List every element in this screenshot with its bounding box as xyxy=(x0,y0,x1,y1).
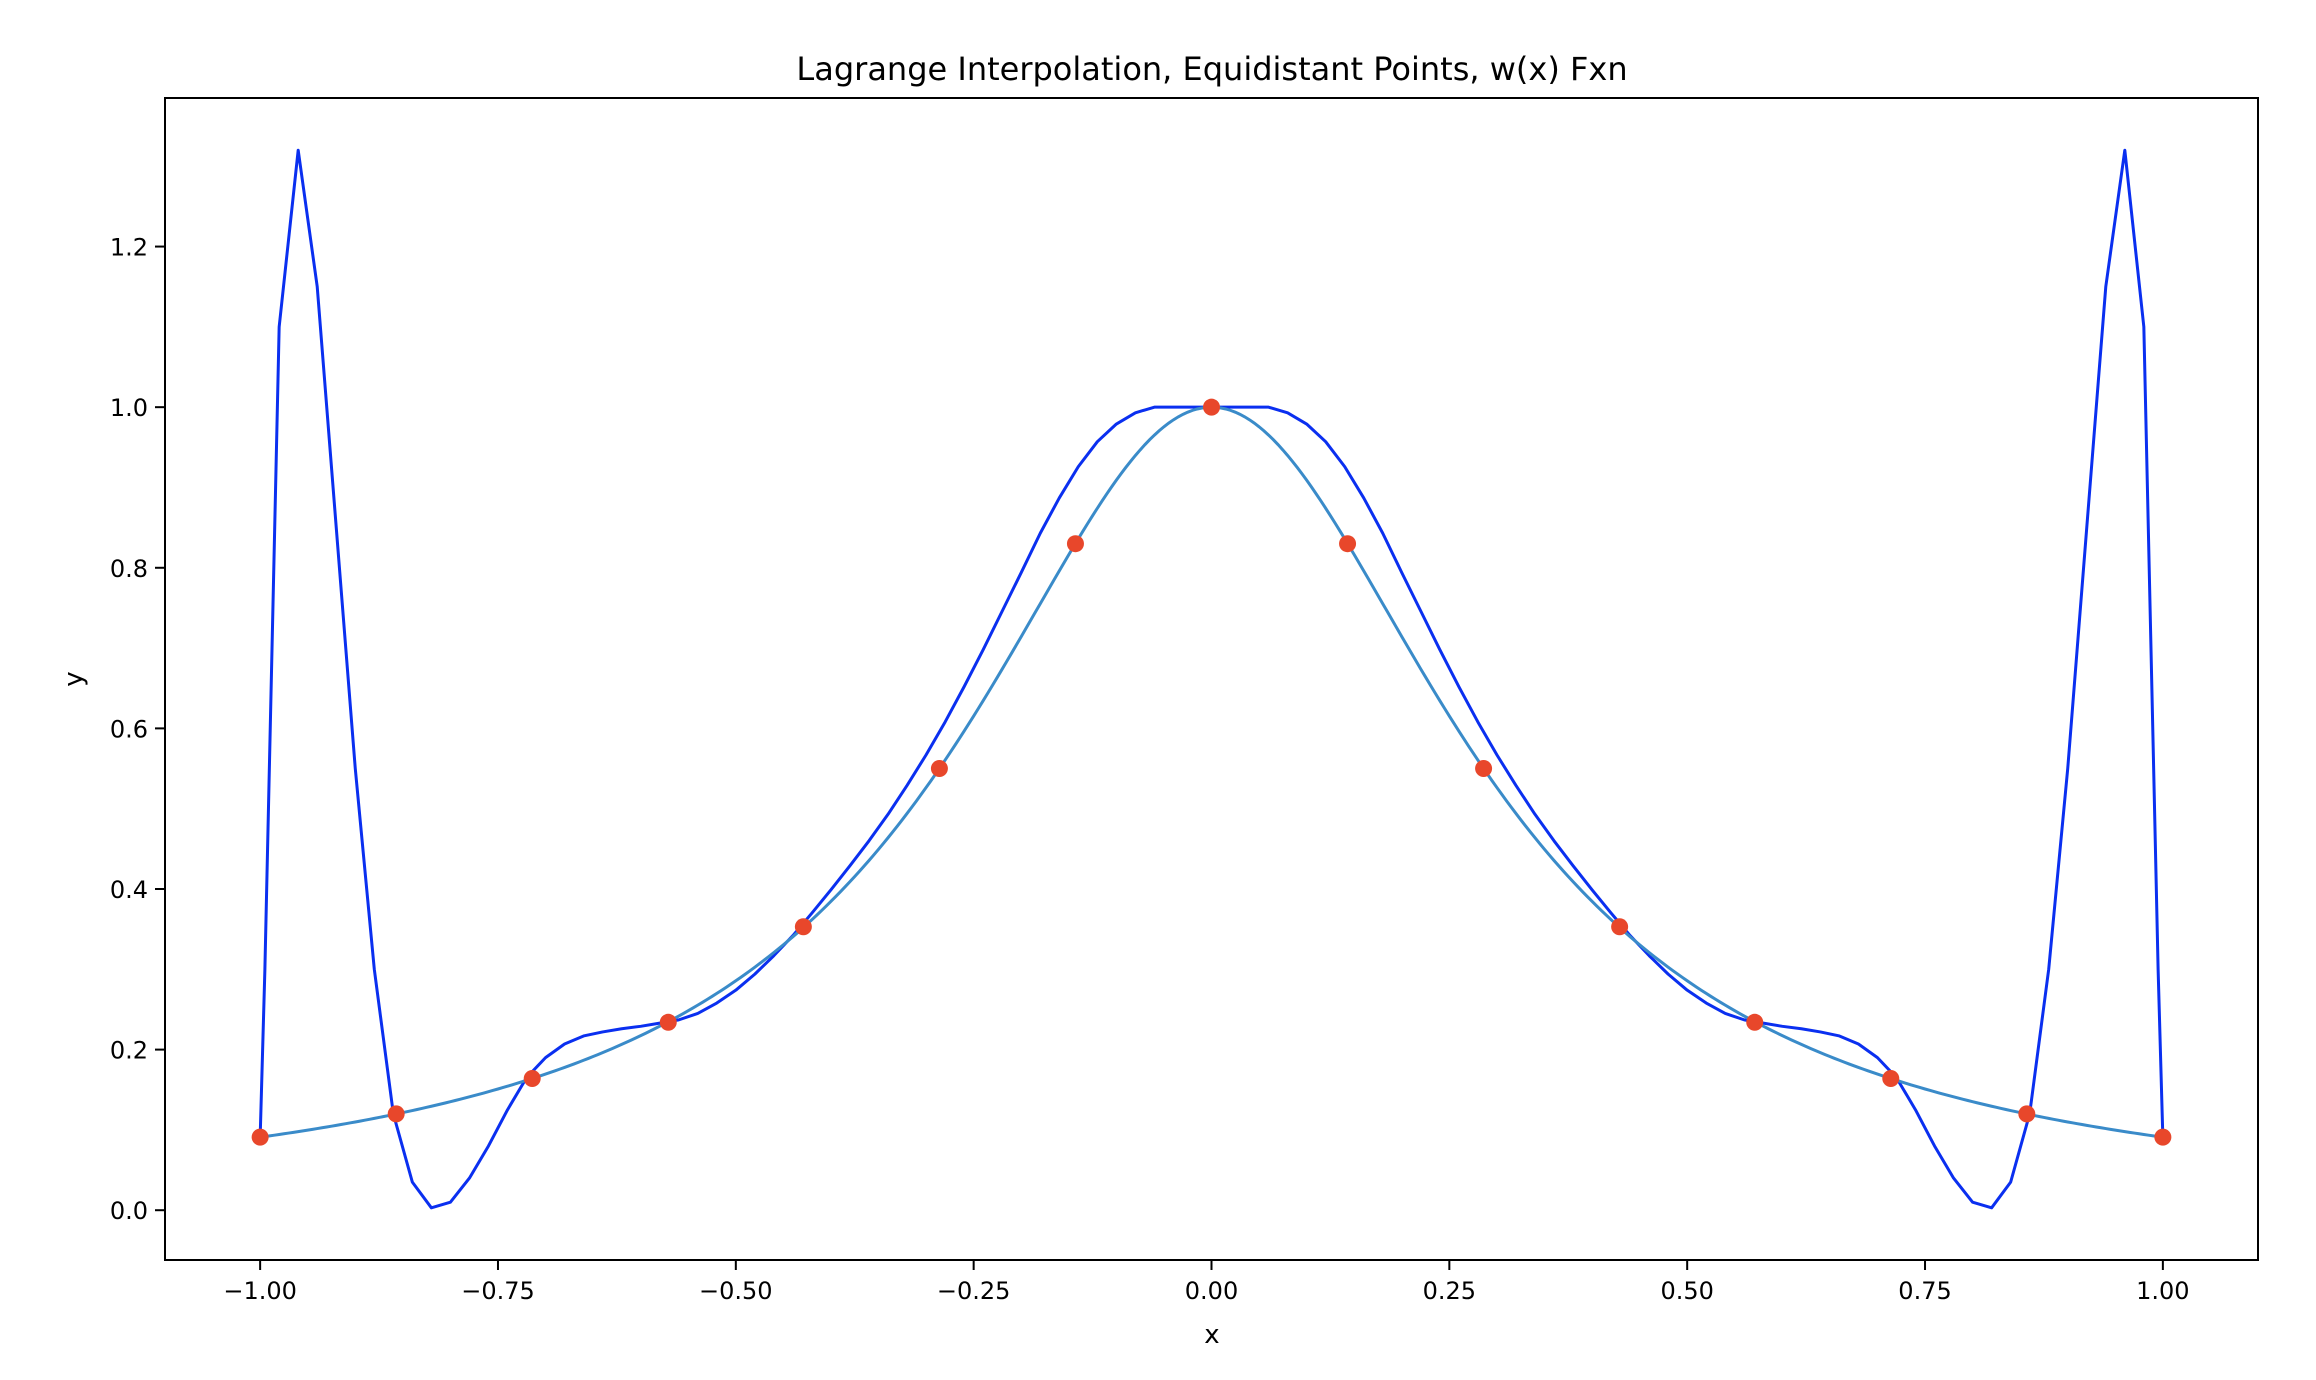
y-tick-label: 1.2 xyxy=(110,234,148,262)
x-tick-label: 0.75 xyxy=(1898,1277,1951,1305)
y-tick-label: 0.8 xyxy=(110,555,148,583)
x-tick-label: −0.75 xyxy=(461,1277,535,1305)
data-point xyxy=(1882,1070,1900,1088)
x-tick-label: −0.25 xyxy=(937,1277,1011,1305)
data-point xyxy=(2018,1105,2036,1123)
x-tick-label: 0.50 xyxy=(1660,1277,1713,1305)
y-tick-label: 0.0 xyxy=(110,1197,148,1225)
x-tick-label: 0.00 xyxy=(1185,1277,1238,1305)
x-axis-label: x xyxy=(1204,1320,1219,1350)
x-tick-label: 1.00 xyxy=(2136,1277,2189,1305)
data-point xyxy=(1475,760,1493,778)
data-point xyxy=(930,760,948,778)
data-point xyxy=(2154,1128,2172,1146)
y-tick-label: 0.4 xyxy=(110,876,148,904)
plot-content xyxy=(251,148,2172,1210)
chart-title: Lagrange Interpolation, Equidistant Poin… xyxy=(796,50,1627,88)
data-point xyxy=(659,1013,677,1031)
data-point xyxy=(1611,918,1629,936)
data-point xyxy=(1746,1013,1764,1031)
data-point xyxy=(251,1128,269,1146)
data-point xyxy=(387,1105,405,1123)
data-point xyxy=(1339,535,1357,553)
x-tick-label: −0.50 xyxy=(699,1277,773,1305)
data-point xyxy=(1203,398,1220,416)
data-point xyxy=(794,918,812,936)
y-axis-label: y xyxy=(59,671,89,686)
y-tick-label: 1.0 xyxy=(110,394,148,422)
y-tick-label: 0.2 xyxy=(110,1037,148,1065)
y-tick-label: 0.6 xyxy=(110,715,148,743)
x-tick-label: −1.00 xyxy=(223,1277,297,1305)
data-point xyxy=(523,1070,541,1088)
data-point xyxy=(1066,535,1084,553)
x-tick-label: 0.25 xyxy=(1423,1277,1476,1305)
x-axis-ticks: −1.00 −0.75 −0.50 −0.25 0.00 0.25 0.50 0.75 1.00 xyxy=(223,1260,2190,1305)
plot-frame xyxy=(164,97,2259,1261)
y-axis-ticks: 0.0 0.2 0.4 0.6 0.8 1.0 1.2 xyxy=(110,234,165,1225)
